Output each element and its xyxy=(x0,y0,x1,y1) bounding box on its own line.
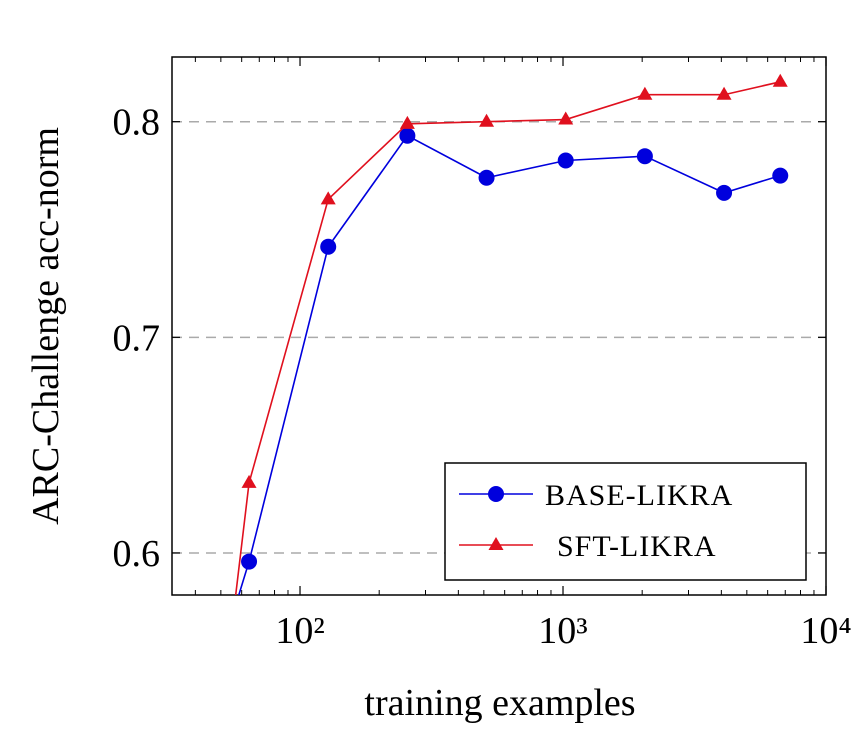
x-tick-label: 10² xyxy=(275,610,324,652)
legend-box xyxy=(444,462,807,581)
series-line xyxy=(237,134,781,595)
marker xyxy=(557,152,574,169)
marker xyxy=(637,86,653,100)
y-tick-label: 0.6 xyxy=(113,533,161,575)
y-tick-label: 0.8 xyxy=(113,102,161,144)
marker xyxy=(716,184,733,201)
marker xyxy=(478,169,495,186)
plot-frame xyxy=(171,56,827,596)
marker xyxy=(558,111,574,125)
x-axis-label: training examples xyxy=(364,682,635,724)
plot-area xyxy=(234,73,789,595)
marker xyxy=(320,238,337,255)
marker xyxy=(716,86,732,100)
y-tick-label: 0.7 xyxy=(113,317,161,359)
marker xyxy=(241,474,257,488)
y-axis-label: ARC-Challenge acc-norm xyxy=(25,127,67,525)
marker xyxy=(399,115,415,129)
legend-marker xyxy=(488,486,504,502)
legend-label: BASE-LIKRA xyxy=(545,479,733,512)
marker xyxy=(772,167,789,184)
x-tick-label: 10⁴ xyxy=(800,610,851,652)
marker xyxy=(320,191,336,205)
series-line xyxy=(234,81,781,595)
marker xyxy=(636,148,653,165)
legend-marker xyxy=(488,537,504,550)
legend-label: SFT-LIKRA xyxy=(557,530,717,563)
marker xyxy=(772,73,788,87)
marker xyxy=(399,127,416,144)
marker xyxy=(479,113,495,127)
x-tick-label: 10³ xyxy=(538,610,587,652)
marker xyxy=(241,553,258,570)
